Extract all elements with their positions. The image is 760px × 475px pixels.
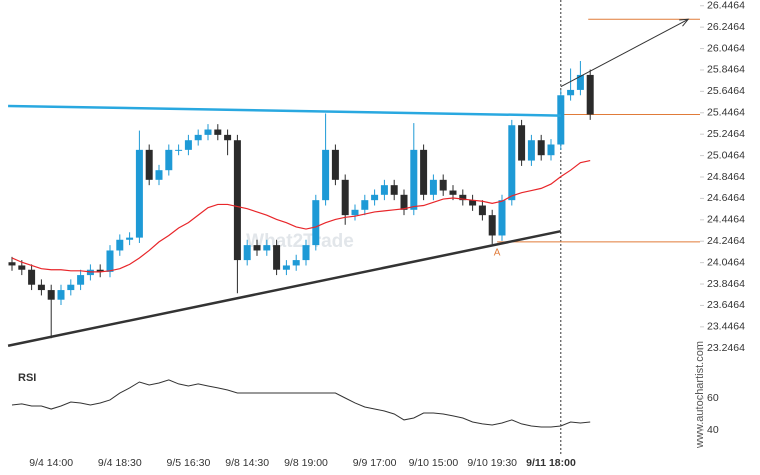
arrow-head — [679, 18, 690, 27]
y-tick-label: 26.0464 — [707, 42, 745, 54]
candle-body — [586, 74, 594, 115]
y-tick-label: 60 — [707, 392, 719, 404]
candle-body — [302, 245, 310, 261]
y-tick-label: 26.4464 — [707, 0, 745, 12]
candle-body — [175, 149, 183, 151]
candle-body — [410, 149, 418, 210]
moving-average — [11, 159, 591, 273]
candle-body — [273, 245, 281, 270]
candle-body — [8, 262, 16, 266]
point-label: A — [494, 247, 501, 258]
x-tick-label: 9/8 14:30 — [225, 457, 269, 469]
candle-body — [527, 140, 535, 161]
candle-body — [37, 284, 45, 291]
candle-body — [429, 179, 437, 195]
y-tick-label: 23.2464 — [707, 342, 745, 354]
candle-body — [116, 239, 124, 251]
x-tick-label: 9/9 17:00 — [353, 457, 397, 469]
x-tick-label: 9/11 18:00 — [526, 457, 576, 469]
y-tick-label: 25.8464 — [707, 64, 745, 76]
projection-arrow — [560, 18, 689, 88]
candle-body — [135, 149, 143, 238]
candle-body — [459, 194, 467, 201]
candle-body — [28, 269, 36, 285]
candle-body — [204, 129, 212, 135]
candle-body — [253, 245, 261, 251]
x-tick-label: 9/5 16:30 — [167, 457, 211, 469]
y-tick-label: 40 — [707, 424, 719, 436]
x-tick-label: 9/4 14:00 — [29, 457, 73, 469]
candle-body — [292, 260, 300, 266]
x-tick-label: 9/8 19:00 — [284, 457, 328, 469]
y-tick-label: 24.6464 — [707, 192, 745, 204]
candle-body — [449, 190, 457, 195]
x-tick-label: 9/10 15:00 — [409, 457, 459, 469]
y-tick-label: 23.6464 — [707, 299, 745, 311]
candle-body — [194, 134, 202, 141]
y-tick-label: 25.2464 — [707, 128, 745, 140]
candle-body — [351, 209, 359, 216]
y-tick-label: 25.4464 — [707, 107, 745, 119]
candle-body — [341, 179, 349, 216]
candle-body — [233, 140, 241, 261]
trendline — [7, 229, 562, 347]
candle-body — [439, 179, 447, 191]
y-tick-label: 24.0464 — [707, 256, 745, 268]
candle-body — [214, 129, 222, 135]
candle-body — [77, 275, 85, 285]
candle-body — [224, 134, 232, 141]
x-tick-label: 9/10 19:30 — [467, 457, 517, 469]
candle-body — [557, 95, 565, 145]
y-tick-label: 25.0464 — [707, 149, 745, 161]
candle-body — [243, 245, 251, 261]
y-tick-label: 23.4464 — [707, 321, 745, 333]
candle-body — [390, 185, 398, 195]
candle-body — [576, 74, 584, 90]
y-tick-label: 26.2464 — [707, 21, 745, 33]
y-tick-label: 24.2464 — [707, 235, 745, 247]
candle-body — [47, 290, 55, 300]
y-tick-label: 24.8464 — [707, 171, 745, 183]
candle-body — [508, 125, 516, 201]
trendline — [8, 104, 561, 117]
candle-body — [282, 265, 290, 270]
x-tick-label: 9/4 18:30 — [98, 457, 142, 469]
candle-body — [67, 284, 75, 291]
candle-body — [518, 125, 526, 161]
candle-body — [567, 89, 575, 96]
y-tick-label: 24.4464 — [707, 214, 745, 226]
candle-body — [469, 200, 477, 206]
candle-body — [263, 245, 271, 251]
candle-body — [165, 149, 173, 171]
candle-body — [126, 237, 134, 240]
candle-body — [155, 170, 163, 180]
y-tick-label: 25.6464 — [707, 85, 745, 97]
candle-body — [145, 149, 153, 180]
candle-body — [96, 269, 104, 272]
candle-body — [331, 149, 339, 180]
candle-body — [420, 149, 428, 195]
candle-body — [498, 200, 506, 236]
candle-body — [400, 194, 408, 210]
candle-body — [184, 140, 192, 150]
candle-body — [537, 140, 545, 156]
candle-body — [18, 265, 26, 270]
candle-body — [371, 194, 379, 201]
candle-body — [361, 200, 369, 210]
y-tick-label: 23.8464 — [707, 278, 745, 290]
candle-body — [57, 290, 65, 300]
rsi-line — [11, 379, 591, 428]
candle-body — [547, 144, 555, 156]
candle-body — [312, 200, 320, 246]
candle-body — [478, 205, 486, 216]
rsi-title: RSI — [18, 372, 36, 384]
candle-body — [322, 149, 330, 201]
candle-body — [488, 215, 496, 236]
watermark: What2Trade — [246, 231, 354, 252]
source-watermark: www.autochartist.com — [694, 341, 706, 449]
candle-body — [380, 185, 388, 195]
candle-body — [106, 250, 114, 272]
